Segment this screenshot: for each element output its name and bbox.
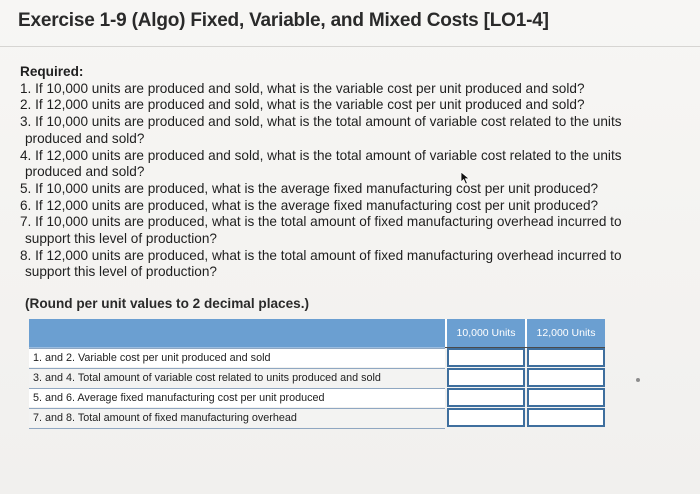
column-header-label: 10,000 Units [456,327,516,339]
table-header-band [29,319,445,347]
row-label: 1. and 2. Variable cost per unit produce… [33,352,271,364]
question-1: 1. If 10,000 units are produced and sold… [20,81,692,98]
question-3: 3. If 10,000 units are produced and sold… [20,114,692,147]
answer-input-row2-10000[interactable] [447,368,525,387]
rounding-instruction: (Round per unit values to 2 decimal plac… [25,296,310,311]
question-text: 8. If 12,000 units are produced, what is… [20,247,622,263]
question-2: 2. If 12,000 units are produced and sold… [20,97,692,114]
row-label: 7. and 8. Total amount of fixed manufact… [33,412,297,424]
answer-input-row4-12000[interactable] [527,408,605,427]
question-8: 8. If 12,000 units are produced, what is… [20,248,692,281]
table-row: 1. and 2. Variable cost per unit produce… [29,348,445,367]
required-heading: Required: [20,64,84,79]
answer-input-row1-12000[interactable] [527,348,605,367]
question-5: 5. If 10,000 units are produced, what is… [20,181,692,198]
answer-input-row3-10000[interactable] [447,388,525,407]
question-7: 7. If 10,000 units are produced, what is… [20,214,692,247]
question-text-continued: produced and sold? [25,130,145,146]
column-header-label: 12,000 Units [536,327,596,339]
row-label: 5. and 6. Average fixed manufacturing co… [33,392,325,404]
question-text: 7. If 10,000 units are produced, what is… [20,214,622,230]
required-section: Required: 1. If 10,000 units are produce… [20,64,692,281]
table-bottom-border [29,428,445,429]
question-text-continued: produced and sold? [25,164,145,180]
question-text: 1. If 10,000 units are produced and sold… [20,80,585,96]
header-underline [445,347,605,348]
answer-input-row1-10000[interactable] [447,348,525,367]
question-text: 4. If 12,000 units are produced and sold… [20,147,622,163]
question-text-continued: support this level of production? [25,264,217,280]
answer-input-row4-10000[interactable] [447,408,525,427]
question-text: 6. If 12,000 units are produced, what is… [20,197,599,213]
table-row: 3. and 4. Total amount of variable cost … [29,368,445,387]
question-6: 6. If 12,000 units are produced, what is… [20,198,692,215]
answer-input-row3-12000[interactable] [527,388,605,407]
decorative-dot [636,378,640,382]
table-row: 5. and 6. Average fixed manufacturing co… [29,388,445,407]
mouse-pointer-icon [460,171,471,185]
title-divider [0,46,700,47]
exercise-title: Exercise 1-9 (Algo) Fixed, Variable, and… [18,10,549,31]
question-text: 2. If 12,000 units are produced and sold… [20,97,585,113]
question-text: 5. If 10,000 units are produced, what is… [20,180,599,196]
column-header-10000-units: 10,000 Units [445,319,525,347]
table-row: 7. and 8. Total amount of fixed manufact… [29,408,445,427]
answer-input-row2-12000[interactable] [527,368,605,387]
question-text-continued: support this level of production? [25,231,217,247]
row-label: 3. and 4. Total amount of variable cost … [33,372,381,384]
question-text: 3. If 10,000 units are produced and sold… [20,114,622,130]
question-4: 4. If 12,000 units are produced and sold… [20,148,692,181]
header-spacer [29,347,445,348]
column-header-12000-units: 12,000 Units [525,319,605,347]
